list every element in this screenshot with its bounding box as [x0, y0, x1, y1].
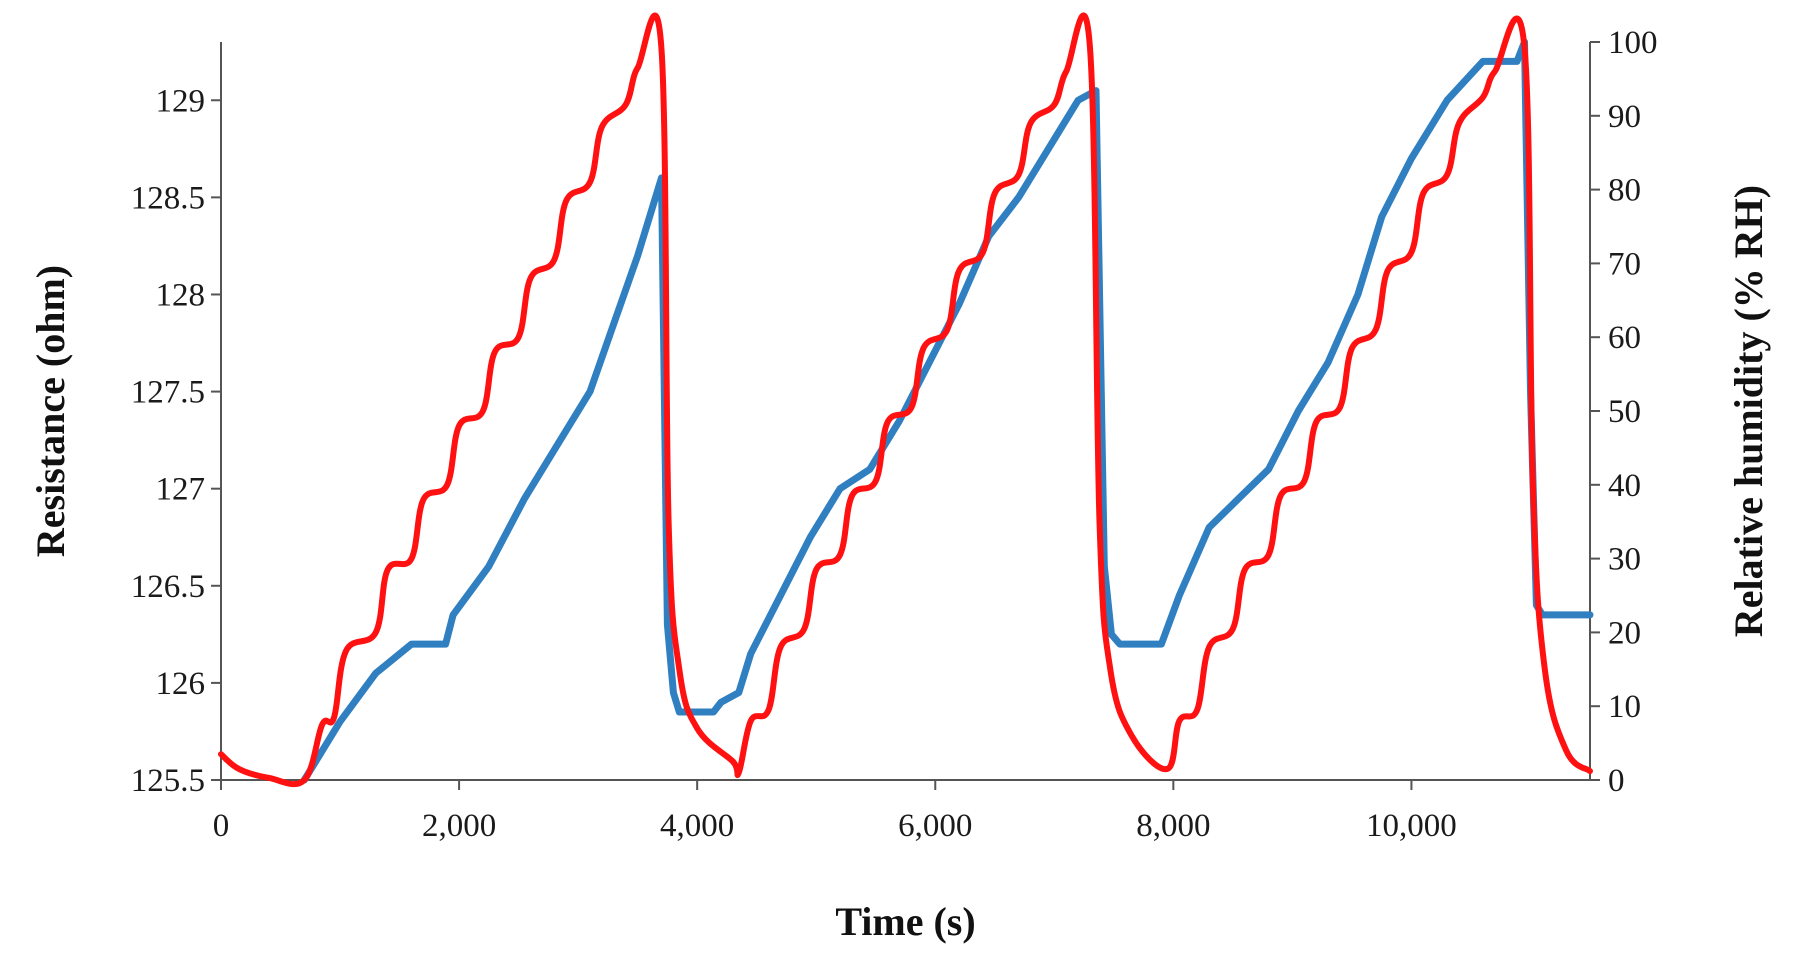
series-layer [218, 12, 1594, 788]
x-tick-label: 2,000 [422, 808, 496, 844]
axes-layer [211, 41, 1600, 790]
label-layer: 125.5 126 126.5 127 127.5 128 128.5 129 0 10 20 30 4… [28, 25, 1771, 944]
y-left-tick-label: 125.5 [131, 763, 205, 799]
y-right-tick-label: 40 [1608, 468, 1641, 504]
y-left-tick-label: 127.5 [131, 375, 205, 411]
y-left-tick-label: 126 [156, 666, 206, 702]
x-tick-label: 4,000 [660, 808, 734, 844]
y-right-tick-label: 90 [1608, 99, 1641, 135]
y-right-tick-label: 20 [1608, 615, 1641, 651]
x-axis-title: Time (s) [835, 899, 975, 944]
y-left-tick-label: 128.5 [131, 180, 205, 216]
y-right-tick-label: 50 [1608, 394, 1641, 430]
y-right-tick-label: 0 [1608, 763, 1625, 799]
y-right-tick-label: 80 [1608, 173, 1641, 209]
y-left-tick-label: 126.5 [131, 569, 205, 605]
y-left-tick-label: 127 [156, 472, 206, 508]
y-right-tick-label: 30 [1608, 542, 1641, 578]
y-left-tick-label: 129 [156, 83, 206, 119]
y-right-axis-title: Relative humidity (% RH) [1726, 185, 1771, 637]
y-right-tick-label: 10 [1608, 689, 1641, 725]
x-tick-label: 10,000 [1366, 808, 1457, 844]
y-left-axis-title: Resistance (ohm) [28, 265, 73, 557]
x-tick-label: 0 [213, 808, 230, 844]
y-right-tick-label: 100 [1608, 25, 1658, 61]
humidity-series-line [218, 12, 1593, 788]
y-left-tick-label: 128 [156, 277, 206, 313]
y-right-tick-label: 60 [1608, 320, 1641, 356]
x-tick-label: 8,000 [1136, 808, 1210, 844]
y-right-tick-label: 70 [1608, 246, 1641, 282]
x-tick-label: 6,000 [898, 808, 972, 844]
resistance-series-line [300, 38, 1594, 784]
